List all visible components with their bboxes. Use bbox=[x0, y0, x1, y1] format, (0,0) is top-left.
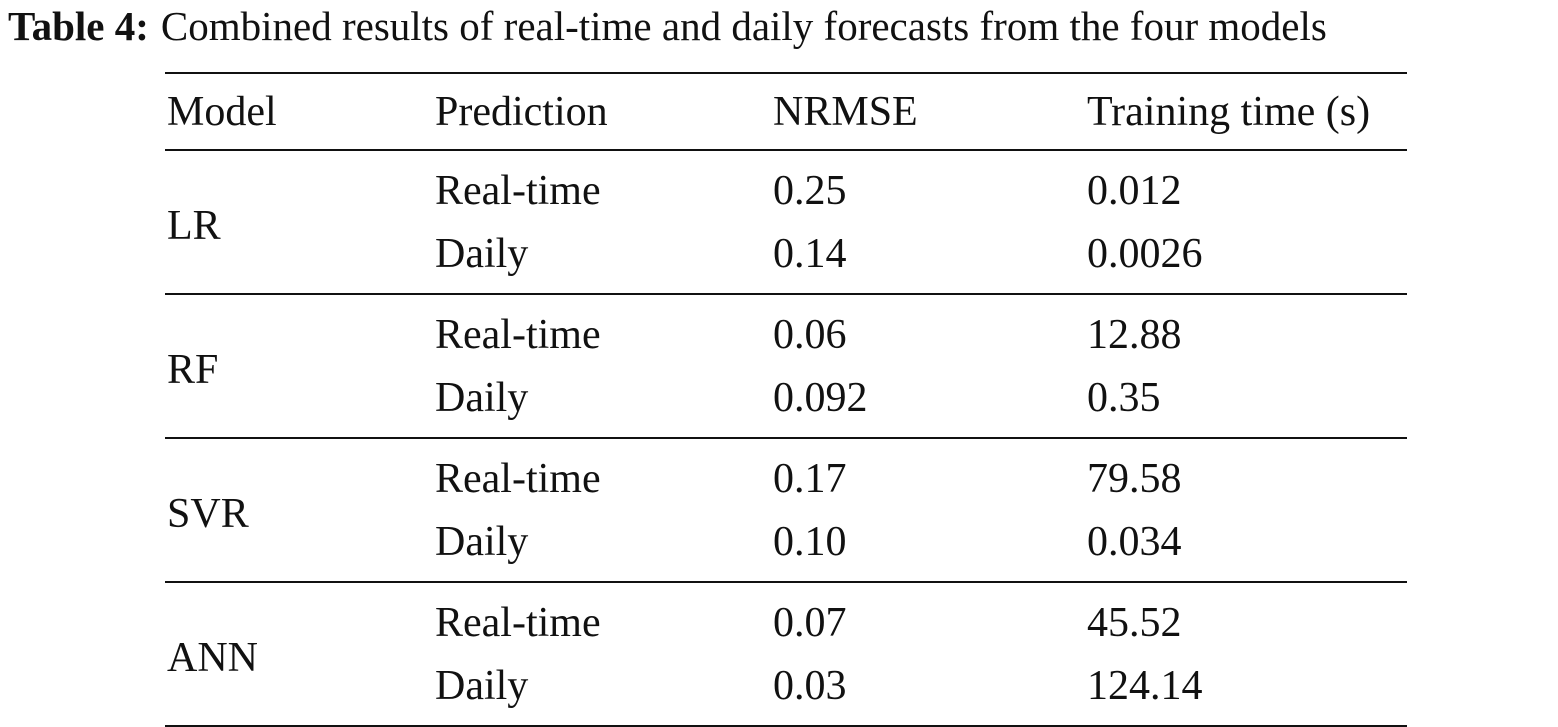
training-time-cell: 0.034 bbox=[1085, 510, 1407, 583]
nrmse-cell: 0.17 bbox=[773, 455, 847, 502]
table-caption: Table 4: Combined results of real-time an… bbox=[8, 2, 1556, 50]
prediction-cell: Daily bbox=[433, 366, 771, 439]
nrmse-cell: 0.07 bbox=[773, 599, 847, 646]
nrmse-cell: 0.10 bbox=[771, 510, 1085, 583]
prediction-cell: Daily bbox=[433, 222, 771, 295]
prediction-cell: Real-time bbox=[435, 599, 601, 646]
model-cell: ANN bbox=[165, 582, 433, 727]
table-row: LR Real-time 0.25 0.012 bbox=[165, 150, 1407, 295]
nrmse-cell: 0.25 bbox=[773, 167, 847, 214]
caption-text: Combined results of real-time and daily … bbox=[160, 3, 1327, 49]
nrmse-cell: 0.092 bbox=[771, 366, 1085, 439]
prediction-cell: Daily bbox=[433, 654, 771, 727]
header-row: Model Prediction NRMSE Training time (s) bbox=[165, 72, 1407, 151]
training-time-cell: 0.012 bbox=[1087, 167, 1182, 214]
table-row: SVR Real-time 0.17 79.58 bbox=[165, 438, 1407, 583]
model-cell: RF bbox=[165, 294, 433, 439]
training-time-cell: 0.0026 bbox=[1085, 222, 1407, 295]
table-row: Daily 0.092 0.35 bbox=[165, 366, 1407, 439]
caption-label: Table 4: bbox=[8, 3, 149, 49]
training-time-cell: 12.88 bbox=[1087, 311, 1182, 358]
prediction-cell: Real-time bbox=[435, 311, 601, 358]
results-table: Model Prediction NRMSE Training time (s)… bbox=[165, 72, 1407, 727]
training-time-cell: 45.52 bbox=[1087, 599, 1182, 646]
prediction-cell: Real-time bbox=[435, 455, 601, 502]
header-model: Model bbox=[165, 72, 433, 151]
nrmse-cell: 0.06 bbox=[773, 311, 847, 358]
table-row: Daily 0.10 0.034 bbox=[165, 510, 1407, 583]
header-training-time: Training time (s) bbox=[1085, 72, 1407, 151]
header-nrmse: NRMSE bbox=[771, 72, 1085, 151]
training-time-cell: 124.14 bbox=[1085, 654, 1407, 727]
header-prediction: Prediction bbox=[433, 72, 771, 151]
nrmse-cell: 0.03 bbox=[771, 654, 1085, 727]
model-cell: LR bbox=[165, 150, 433, 295]
table-row: Daily 0.03 124.14 bbox=[165, 654, 1407, 727]
table-row: ANN Real-time 0.07 45.52 bbox=[165, 582, 1407, 727]
model-cell: SVR bbox=[165, 438, 433, 583]
training-time-cell: 79.58 bbox=[1087, 455, 1182, 502]
table-row: Daily 0.14 0.0026 bbox=[165, 222, 1407, 295]
prediction-cell: Daily bbox=[433, 510, 771, 583]
prediction-cell: Real-time bbox=[435, 167, 601, 214]
training-time-cell: 0.35 bbox=[1085, 366, 1407, 439]
table-row: RF Real-time 0.06 12.88 bbox=[165, 294, 1407, 439]
nrmse-cell: 0.14 bbox=[771, 222, 1085, 295]
